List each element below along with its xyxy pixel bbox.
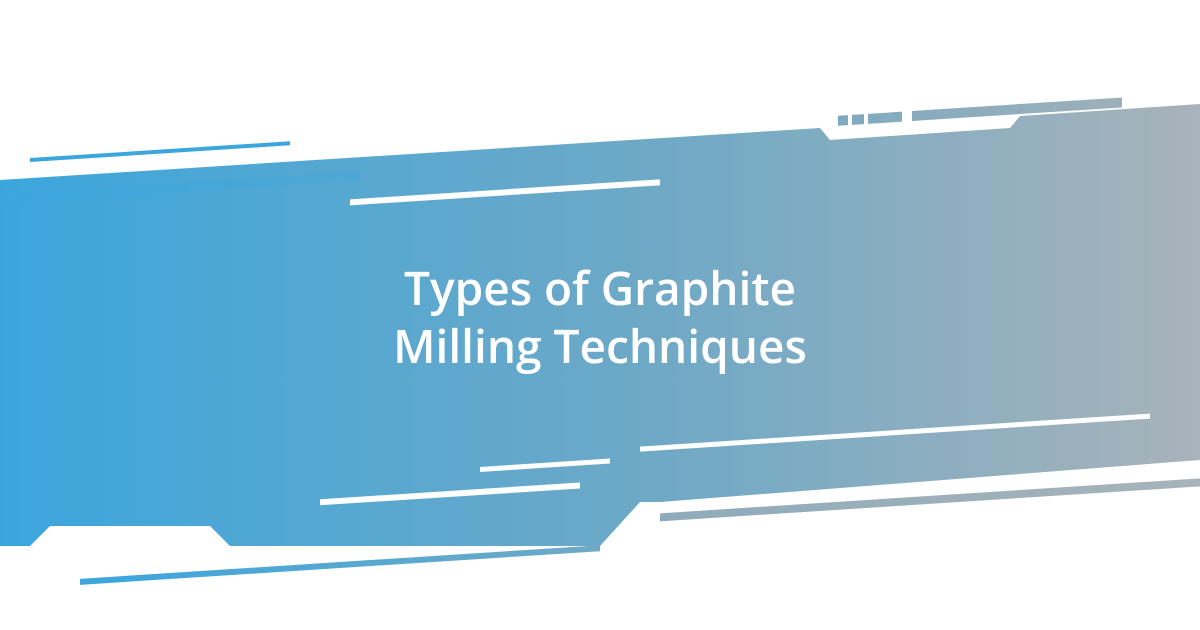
- banner-canvas: Types of Graphite Milling Techniques: [0, 0, 1200, 630]
- page-title: Types of Graphite Milling Techniques: [0, 260, 1200, 375]
- accent-line-top-left: [30, 141, 290, 162]
- accent-line-bottom-left: [80, 545, 600, 585]
